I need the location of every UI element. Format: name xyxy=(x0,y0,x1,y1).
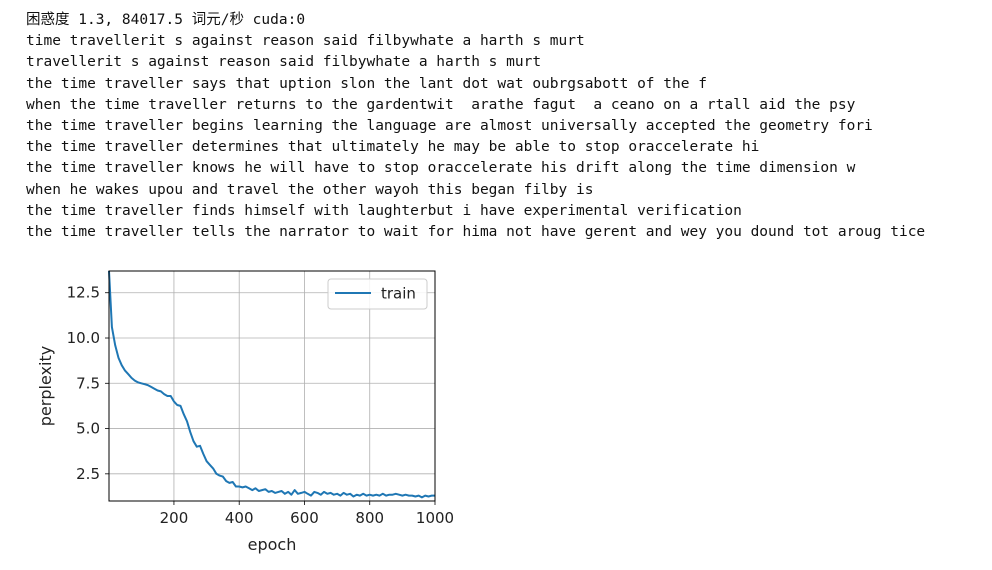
y-tick-label: 10.0 xyxy=(67,329,100,347)
output-line: when he wakes upou and travel the other … xyxy=(26,181,594,198)
series-layer xyxy=(108,270,435,499)
output-line: the time traveller finds himself with la… xyxy=(26,202,742,219)
perplexity-chart: 200 400 600 800 1000 2.5 5.0 7.5 10.0 12.5 epoch… xyxy=(36,270,454,554)
y-tick-label: 5.0 xyxy=(76,420,100,438)
x-axis-ticks: 200 400 600 800 1000 xyxy=(160,501,454,527)
y-axis-label: perplexity xyxy=(36,346,55,426)
y-tick-label: 2.5 xyxy=(76,465,100,483)
series-line-train xyxy=(108,270,435,499)
output-line: time travellerit s against reason said f… xyxy=(26,33,585,50)
x-tick-label: 600 xyxy=(290,509,319,527)
output-line: the time traveller tells the narrator to… xyxy=(26,223,926,240)
output-line: the time traveller knows he will have to… xyxy=(26,160,856,177)
output-line: when the time traveller returns to the g… xyxy=(26,96,856,113)
output-header: 困惑度 1.3, 84017.5 词元/秒 cuda:0 xyxy=(26,12,306,28)
plot-frame xyxy=(108,270,436,502)
output-line: the time traveller says that uption slon… xyxy=(26,75,707,92)
console-output: 困惑度 1.3, 84017.5 词元/秒 cuda:0 time travell… xyxy=(26,10,925,243)
y-tick-label: 12.5 xyxy=(67,284,100,302)
x-tick-label: 1000 xyxy=(416,509,454,527)
x-tick-label: 800 xyxy=(355,509,384,527)
x-tick-label: 400 xyxy=(225,509,254,527)
y-tick-label: 7.5 xyxy=(76,374,100,392)
y-axis-ticks: 2.5 5.0 7.5 10.0 12.5 xyxy=(67,284,109,483)
legend: train xyxy=(327,278,428,310)
x-axis-label: epoch xyxy=(248,535,297,554)
legend-label-train: train xyxy=(381,285,416,303)
legend-box xyxy=(327,278,428,310)
output-line: the time traveller begins learning the l… xyxy=(26,117,873,134)
output-line: the time traveller determines that ultim… xyxy=(26,139,760,156)
output-line: travellerit s against reason said filbyw… xyxy=(26,54,542,71)
x-tick-label: 200 xyxy=(160,509,189,527)
